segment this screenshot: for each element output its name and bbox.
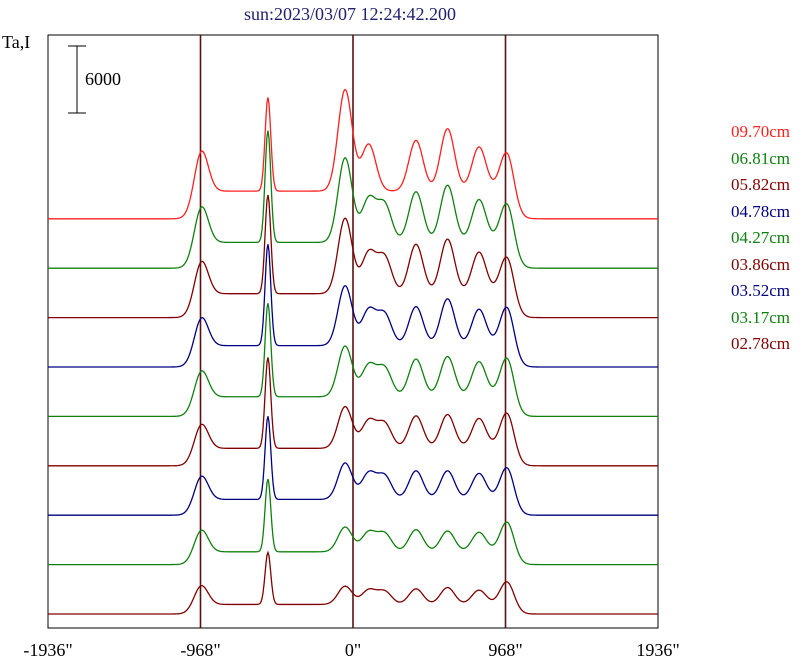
legend-entry: 03.52cm (731, 281, 791, 300)
scale-bar-label: 6000 (85, 69, 121, 89)
series-line-09.70cm (48, 88, 658, 220)
series-line-05.82cm (48, 194, 658, 319)
y-axis-label: Ta,I (2, 32, 30, 52)
x-tick-label: -968" (180, 640, 220, 660)
legend-entry: 09.70cm (731, 122, 791, 141)
series-line-06.81cm (48, 130, 658, 269)
legend-entry: 03.17cm (731, 307, 791, 327)
legend: 09.70cm 06.81cm 05.82cm 04.78cm 04.27cm 03.86… (731, 119, 807, 358)
legend-entry: 05.82cm (731, 175, 791, 194)
series-line-04.78cm (48, 244, 658, 368)
x-tick-label: 968" (488, 640, 522, 660)
x-tick-label: 1936" (636, 640, 679, 660)
chart-title: sun:2023/03/07 12:24:42.200 (244, 4, 456, 24)
series-line-02.78cm (48, 550, 658, 615)
legend-entry: 04.27cm (731, 228, 791, 247)
legend-entry: 03.86cm (731, 254, 791, 274)
legend-entry: 02.78cm (731, 334, 791, 353)
series-line-03.52cm (48, 416, 658, 516)
legend-entry: 04.78cm (731, 201, 791, 221)
legend-entry: 06.81cm (731, 148, 791, 168)
x-tick-label: 0" (345, 640, 361, 660)
series-line-03.86cm (48, 357, 658, 467)
series-line-03.17cm (48, 478, 658, 566)
x-tick-label: -1936" (23, 640, 72, 660)
series-line-04.27cm (48, 303, 658, 418)
